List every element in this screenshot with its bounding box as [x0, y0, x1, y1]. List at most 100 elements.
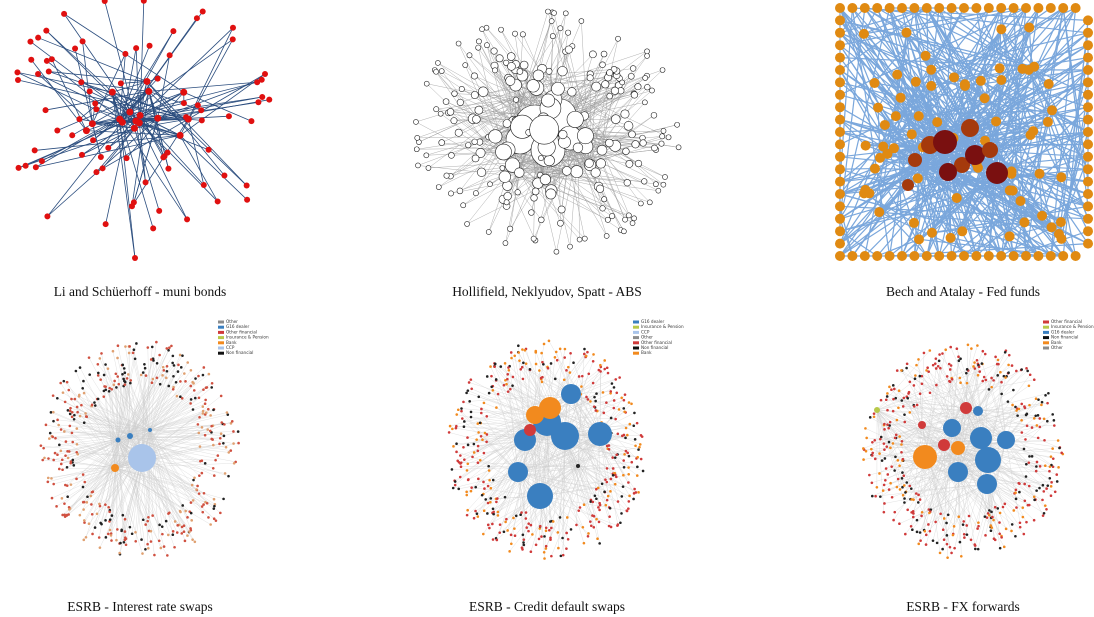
node: [1038, 486, 1041, 490]
node: [892, 397, 895, 401]
node: [835, 127, 845, 137]
edge: [125, 346, 143, 459]
edge: [111, 389, 116, 469]
node: [542, 362, 545, 366]
edge: [84, 467, 116, 521]
node: [182, 524, 186, 528]
node: [90, 512, 94, 516]
node: [1042, 417, 1046, 421]
node: [601, 80, 610, 89]
node: [975, 447, 1001, 473]
node: [604, 216, 611, 223]
node: [57, 467, 61, 471]
edge: [874, 427, 953, 441]
node: [561, 536, 564, 540]
node: [76, 116, 83, 123]
node: [127, 351, 131, 355]
node: [525, 526, 529, 529]
node: [622, 465, 626, 469]
node: [123, 371, 127, 375]
node: [82, 508, 85, 511]
node: [629, 220, 636, 226]
edge: [893, 399, 953, 429]
node: [563, 356, 567, 359]
node: [897, 3, 907, 13]
edge: [51, 436, 116, 469]
node: [49, 411, 53, 414]
node: [469, 489, 473, 493]
node: [1027, 484, 1031, 488]
edge: [904, 421, 988, 485]
node: [1032, 495, 1036, 499]
node: [197, 374, 200, 378]
node: [102, 395, 106, 398]
node: [458, 475, 462, 479]
node: [160, 525, 164, 528]
node: [835, 164, 845, 175]
node: [125, 377, 129, 380]
node: [1027, 503, 1031, 507]
node: [204, 411, 208, 414]
node: [28, 56, 35, 63]
node: [194, 377, 197, 380]
edge: [104, 0, 137, 122]
node: [90, 490, 94, 494]
node: [222, 434, 226, 438]
node: [564, 45, 573, 54]
node: [882, 510, 886, 514]
node: [43, 27, 50, 34]
node: [121, 363, 125, 367]
node: [475, 147, 486, 158]
node: [921, 251, 932, 261]
node: [608, 506, 612, 510]
node: [1018, 525, 1022, 529]
node: [603, 233, 610, 239]
node: [423, 152, 430, 159]
edge: [839, 169, 951, 245]
node: [996, 74, 1007, 85]
node: [609, 391, 612, 395]
node: [95, 512, 99, 516]
node: [486, 484, 490, 488]
edge: [987, 382, 1002, 461]
node: [914, 234, 925, 245]
node: [871, 451, 874, 455]
node: [1038, 425, 1042, 429]
node: [900, 369, 903, 372]
node: [503, 59, 510, 66]
node: [872, 415, 876, 419]
node: [553, 377, 557, 381]
node: [928, 391, 932, 395]
node: [880, 459, 884, 462]
node: [835, 238, 845, 249]
node: [212, 517, 216, 521]
node: [620, 495, 624, 498]
node: [479, 26, 485, 33]
node: [623, 121, 634, 131]
node: [465, 142, 472, 149]
node: [108, 528, 112, 532]
node: [998, 532, 1001, 536]
node: [972, 365, 975, 368]
edge: [876, 375, 920, 411]
node: [210, 424, 213, 428]
edge: [924, 349, 946, 458]
node: [607, 447, 611, 451]
edge: [139, 115, 181, 136]
edge: [187, 119, 205, 186]
node: [965, 381, 969, 385]
node: [589, 50, 597, 59]
node: [202, 491, 206, 495]
edge: [117, 383, 213, 441]
node: [544, 544, 548, 548]
edge: [951, 410, 1017, 429]
node: [180, 532, 184, 535]
node: [898, 522, 901, 526]
node: [997, 362, 1000, 366]
node: [660, 181, 667, 188]
node: [981, 349, 985, 353]
node: [486, 512, 489, 515]
node: [639, 139, 647, 147]
node: [141, 552, 144, 555]
edge: [61, 429, 119, 441]
